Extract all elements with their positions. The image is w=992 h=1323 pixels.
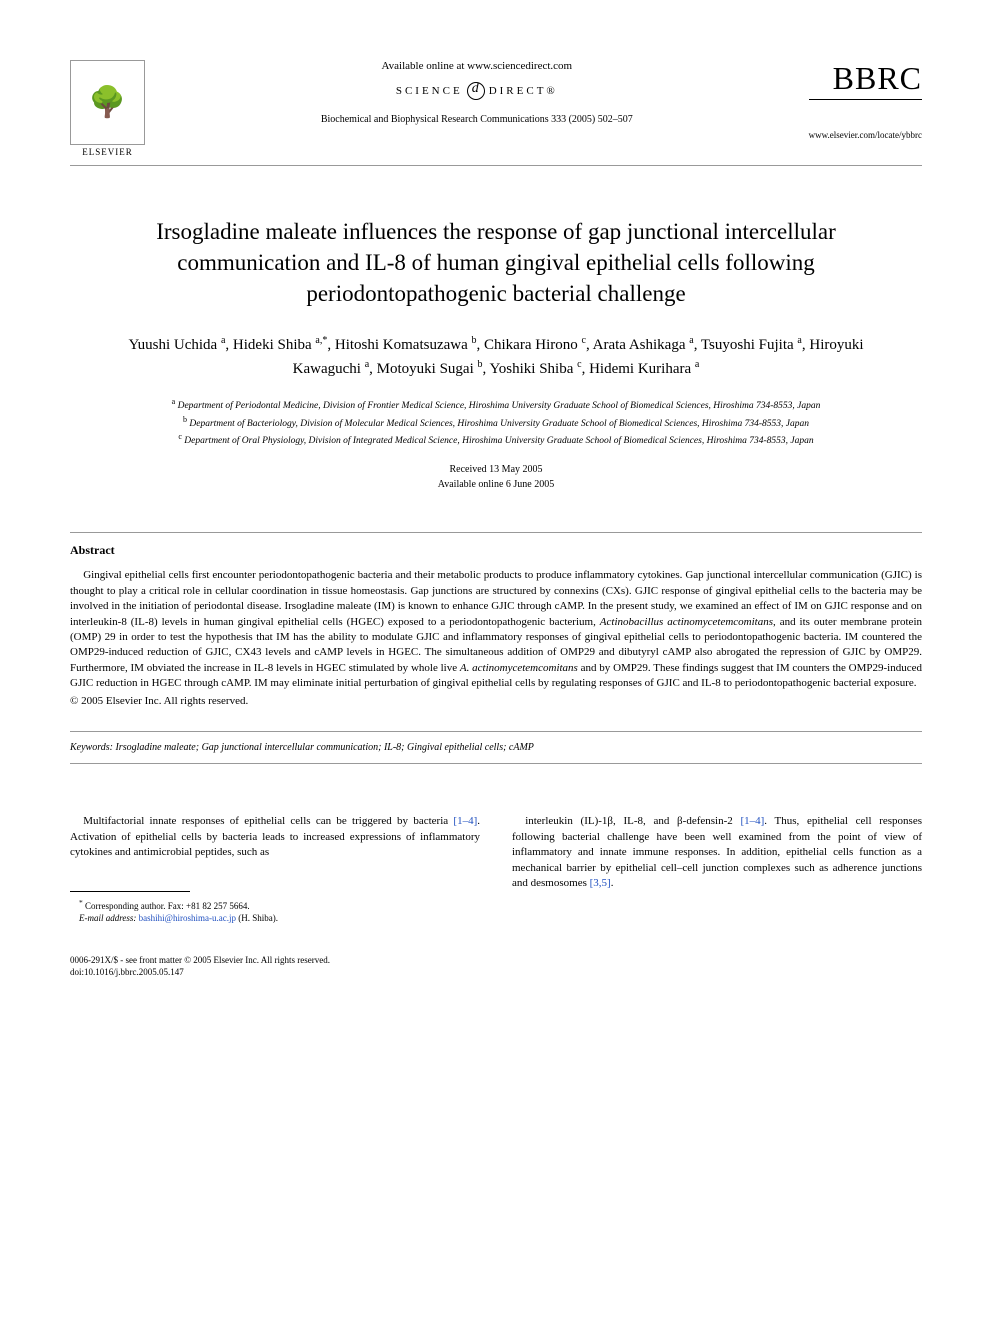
author-list: Yuushi Uchida a, Hideki Shiba a,*, Hitos… xyxy=(70,333,922,380)
tree-icon: 🌳 xyxy=(89,88,126,118)
keywords-text: Irsogladine maleate; Gap junctional inte… xyxy=(115,742,533,753)
science-direct-icon xyxy=(467,82,485,100)
article-dates: Received 13 May 2005 Available online 6 … xyxy=(70,462,922,492)
page-header: 🌳 ELSEVIER Available online at www.scien… xyxy=(70,60,922,157)
affiliation-b-text: Department of Bacteriology, Division of … xyxy=(189,419,809,429)
corresponding-text: Corresponding author. Fax: +81 82 257 56… xyxy=(85,901,250,911)
affiliation-c: c Department of Oral Physiology, Divisio… xyxy=(100,431,892,448)
body-paragraph-2: interleukin (IL)-1β, IL-8, and β-defensi… xyxy=(512,814,922,891)
abstract-top-divider xyxy=(70,532,922,533)
body-column-right: interleukin (IL)-1β, IL-8, and β-defensi… xyxy=(512,814,922,924)
email-link[interactable]: bashihi@hiroshima-u.ac.jp xyxy=(139,913,236,923)
header-divider xyxy=(70,165,922,166)
affiliation-b: b Department of Bacteriology, Division o… xyxy=(100,414,892,431)
email-footnote: E-mail address: bashihi@hiroshima-u.ac.j… xyxy=(70,912,480,925)
article-title: Irsogladine maleate influences the respo… xyxy=(70,216,922,309)
body-text: Multifactorial innate responses of epith… xyxy=(70,814,922,924)
available-online-text: Available online at www.sciencedirect.co… xyxy=(165,60,789,72)
received-date: Received 13 May 2005 xyxy=(70,462,922,477)
corresponding-footnote: * Corresponding author. Fax: +81 82 257 … xyxy=(70,898,480,913)
keywords-top-divider xyxy=(70,731,922,732)
science-direct-left: SCIENCE xyxy=(396,85,463,97)
page-footer: 0006-291X/$ - see front matter © 2005 El… xyxy=(70,955,922,978)
abstract-copyright: © 2005 Elsevier Inc. All rights reserved… xyxy=(70,695,922,707)
footer-line-1: 0006-291X/$ - see front matter © 2005 El… xyxy=(70,955,922,967)
affiliations: a Department of Periodontal Medicine, Di… xyxy=(70,396,922,448)
elsevier-block: 🌳 ELSEVIER xyxy=(70,60,145,157)
body-column-left: Multifactorial innate responses of epith… xyxy=(70,814,480,924)
abstract-section: Abstract Gingival epithelial cells first… xyxy=(70,543,922,707)
online-date: Available online 6 June 2005 xyxy=(70,477,922,492)
bbrc-logo-text: BBRC xyxy=(809,60,922,100)
footnote-divider xyxy=(70,891,190,892)
science-direct-logo: SCIENCE DIRECT® xyxy=(165,82,789,100)
abstract-heading: Abstract xyxy=(70,543,922,558)
science-direct-right: DIRECT® xyxy=(489,85,558,97)
keywords-line: Keywords: Irsogladine maleate; Gap junct… xyxy=(70,742,922,753)
elsevier-tree-logo: 🌳 xyxy=(70,60,145,145)
affiliation-a-text: Department of Periodontal Medicine, Divi… xyxy=(178,401,821,411)
footer-line-2: doi:10.1016/j.bbrc.2005.05.147 xyxy=(70,967,922,979)
affiliation-a: a Department of Periodontal Medicine, Di… xyxy=(100,396,892,413)
affiliation-c-text: Department of Oral Physiology, Division … xyxy=(184,436,813,446)
keywords-bottom-divider xyxy=(70,763,922,764)
email-label: E-mail address: xyxy=(79,913,136,923)
body-paragraph-1: Multifactorial innate responses of epith… xyxy=(70,814,480,860)
abstract-text: Gingival epithelial cells first encounte… xyxy=(70,568,922,691)
elsevier-label: ELSEVIER xyxy=(70,147,145,157)
email-name: (H. Shiba). xyxy=(238,913,278,923)
header-center: Available online at www.sciencedirect.co… xyxy=(145,60,809,125)
bbrc-block: BBRC www.elsevier.com/locate/ybbrc xyxy=(809,60,922,140)
keywords-label: Keywords: xyxy=(70,742,113,753)
journal-url: www.elsevier.com/locate/ybbrc xyxy=(809,130,922,140)
journal-reference: Biochemical and Biophysical Research Com… xyxy=(165,114,789,125)
